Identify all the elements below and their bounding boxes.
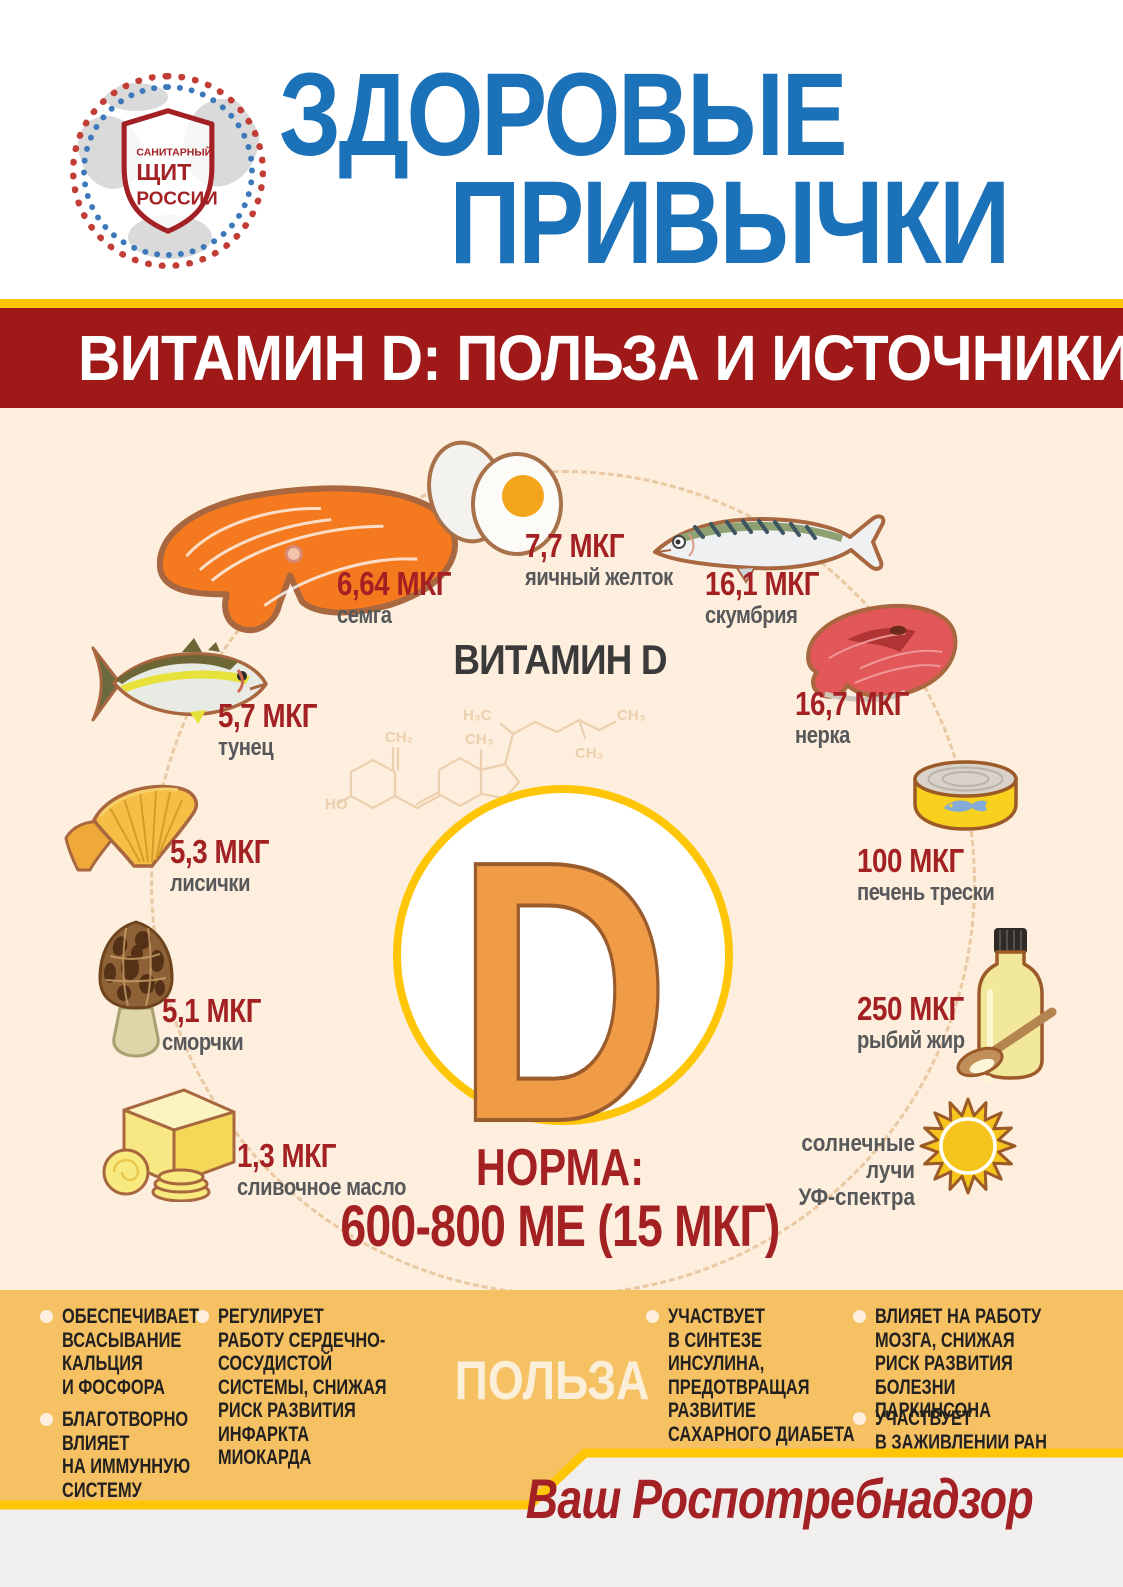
- chanterelle-icon: [64, 784, 199, 872]
- sun-icon: [919, 1097, 1017, 1195]
- sockeye-steak-icon: [806, 603, 958, 703]
- source-sockeye: 16,7 МКГ нерка: [795, 685, 909, 749]
- source-egg-yolk: 7,7 МКГ яичный желток: [525, 527, 673, 591]
- fish-oil-bottle-icon: [956, 928, 1057, 1085]
- logo-text-line3: РОССИИ: [136, 188, 217, 209]
- source-name: скумбрия: [705, 602, 798, 629]
- molecule-label-ch3-branch: CH₃: [575, 745, 604, 762]
- mackerel-icon: [653, 514, 886, 584]
- footer-slogan: Ваш Роспотребнадзор: [525, 1467, 1034, 1530]
- bullet-dot: [646, 1310, 659, 1323]
- section-banner-title: ВИТАМИН D: ПОЛЬЗА И ИСТОЧНИКИ: [78, 322, 1123, 394]
- benefit-text: ОБЕСПЕЧИВАЕТ ВСАСЫВАНИЕ КАЛЬЦИЯ И ФОСФОР…: [62, 1305, 200, 1399]
- gold-divider: [0, 299, 1123, 308]
- source-sun-label: солнечные лучи УФ-спектра: [769, 1130, 915, 1211]
- source-value: 1,3 МКГ: [237, 1137, 337, 1174]
- poster-title-line1: ЗДОРОВЫЕ: [278, 49, 848, 181]
- benefit-text: УЧАСТВУЕТ В СИНТЕЗЕ ИНСУЛИНА, ПРЕДОТВРАЩ…: [668, 1305, 855, 1446]
- bullet-dot: [40, 1413, 53, 1426]
- source-semga: 6,64 МКГ семга: [337, 565, 451, 629]
- source-value: 5,7 МКГ: [218, 697, 318, 734]
- source-tuna: 5,7 МКГ тунец: [218, 697, 317, 761]
- sun-label-line2: лучи: [866, 1157, 915, 1184]
- source-value: 16,1 МКГ: [705, 565, 820, 602]
- shield-icon: САНИТАРНЫЙ ЩИТ РОССИИ: [121, 108, 218, 234]
- molecule-label-ho: HO: [325, 796, 348, 813]
- molecule-label-ch3-ring: CH₃: [465, 731, 494, 748]
- source-value: 5,1 МКГ: [162, 992, 262, 1029]
- source-name: сморчки: [162, 1029, 244, 1056]
- vitamin-d-molecule: HO CH₂ CH₃ H₃C CH₃ CH₃: [325, 707, 646, 813]
- source-butter: 1,3 МКГ сливочное масло: [237, 1137, 406, 1201]
- benefit-item: РЕГУЛИРУЕТ РАБОТУ СЕРДЕЧНО- СОСУДИСТОЙ С…: [196, 1305, 434, 1470]
- source-name: тунец: [218, 734, 274, 761]
- butter-icon: [102, 1088, 236, 1202]
- benefit-item: УЧАСТВУЕТ В СИНТЕЗЕ ИНСУЛИНА, ПРЕДОТВРАЩ…: [646, 1305, 907, 1446]
- source-value: 16,7 МКГ: [795, 685, 910, 722]
- source-name: нерка: [795, 722, 850, 749]
- benefit-item: БЛАГОТВОРНО ВЛИЯЕТ НА ИММУННУЮ СИСТЕМУ: [40, 1408, 226, 1502]
- source-value: 250 МКГ: [857, 990, 964, 1027]
- logo-dotted-ring-blue: [81, 84, 255, 258]
- source-value: 6,64 МКГ: [337, 565, 452, 602]
- benefit-text: РЕГУЛИРУЕТ РАБОТУ СЕРДЕЧНО- СОСУДИСТОЙ С…: [218, 1305, 387, 1469]
- vitamin-d-heading: ВИТАМИН D: [453, 636, 667, 683]
- sun-label-line3: УФ-спектра: [798, 1184, 915, 1211]
- benefit-text: УЧАСТВУЕТ В ЗАЖИВЛЕНИИ РАН: [875, 1407, 1047, 1454]
- bullet-dot: [853, 1412, 866, 1425]
- source-chanterelle: 5,3 МКГ лисички: [170, 833, 269, 897]
- molecule-label-ch3-end: CH₃: [617, 707, 646, 724]
- egg-yolk-icon: [427, 440, 563, 556]
- source-name: яичный желток: [525, 564, 673, 591]
- source-name: печень трески: [857, 879, 995, 906]
- section-banner: ВИТАМИН D: ПОЛЬЗА И ИСТОЧНИКИ: [0, 308, 1123, 408]
- source-name: сливочное масло: [237, 1174, 406, 1201]
- bullet-dot: [196, 1310, 209, 1323]
- sun-label-line1: солнечные: [801, 1130, 915, 1157]
- source-cod-liver: 100 МКГ печень трески: [857, 842, 995, 906]
- morel-icon: [98, 920, 174, 1058]
- source-morel: 5,1 МКГ сморчки: [162, 992, 261, 1056]
- benefit-text: БЛАГОТВОРНО ВЛИЯЕТ НА ИММУННУЮ СИСТЕМУ: [62, 1408, 191, 1502]
- molecule-label-h3c: H₃C: [463, 707, 492, 724]
- source-value: 5,3 МКГ: [170, 833, 270, 870]
- salmon-steak-icon: [156, 485, 459, 634]
- source-name: рыбий жир: [857, 1027, 965, 1054]
- benefit-item: ВЛИЯЕТ НА РАБОТУ МОЗГА, СНИЖАЯ РИСК РАЗВ…: [853, 1305, 1123, 1423]
- norm-value: 600-800 МЕ (15 МКГ): [340, 1194, 780, 1259]
- vitamin-d-badge: D: [393, 785, 733, 1179]
- logo-text-line1: САНИТАРНЫЙ: [136, 146, 212, 159]
- source-value: 100 МКГ: [857, 842, 964, 879]
- source-mackerel: 16,1 МКГ скумбрия: [705, 565, 819, 629]
- sanitary-shield-logo: САНИТАРНЫЙ ЩИТ РОССИИ: [70, 73, 266, 269]
- norm-label: НОРМА:: [475, 1139, 645, 1197]
- molecule-label-ch2: CH₂: [385, 729, 413, 746]
- benefit-item: УЧАСТВУЕТ В ЗАЖИВЛЕНИИ РАН: [853, 1407, 1095, 1454]
- benefit-text: ВЛИЯЕТ НА РАБОТУ МОЗГА, СНИЖАЯ РИСК РАЗВ…: [875, 1305, 1042, 1422]
- bullet-dot: [853, 1310, 866, 1323]
- logo-text-line2: ЩИТ: [136, 159, 192, 185]
- bullet-dot: [40, 1310, 53, 1323]
- cod-liver-can-icon: [913, 760, 1018, 831]
- footer-panel: [0, 1448, 1123, 1587]
- source-name: семга: [337, 602, 392, 629]
- norm-block: НОРМА: 600-800 МЕ (15 МКГ): [336, 1140, 784, 1258]
- benefit-item: ОБЕСПЕЧИВАЕТ ВСАСЫВАНИЕ КАЛЬЦИЯ И ФОСФОР…: [40, 1305, 238, 1399]
- source-value: 7,7 МКГ: [525, 527, 625, 564]
- poster-title-line2: ПРИВЫЧКИ: [449, 157, 1011, 289]
- logo-dotted-ring-red: [70, 73, 266, 269]
- source-name: лисички: [170, 870, 251, 897]
- source-fish-oil: 250 МКГ рыбий жир: [857, 990, 965, 1054]
- tuna-icon: [91, 638, 268, 724]
- benefits-heading: ПОЛЬЗА: [454, 1349, 650, 1411]
